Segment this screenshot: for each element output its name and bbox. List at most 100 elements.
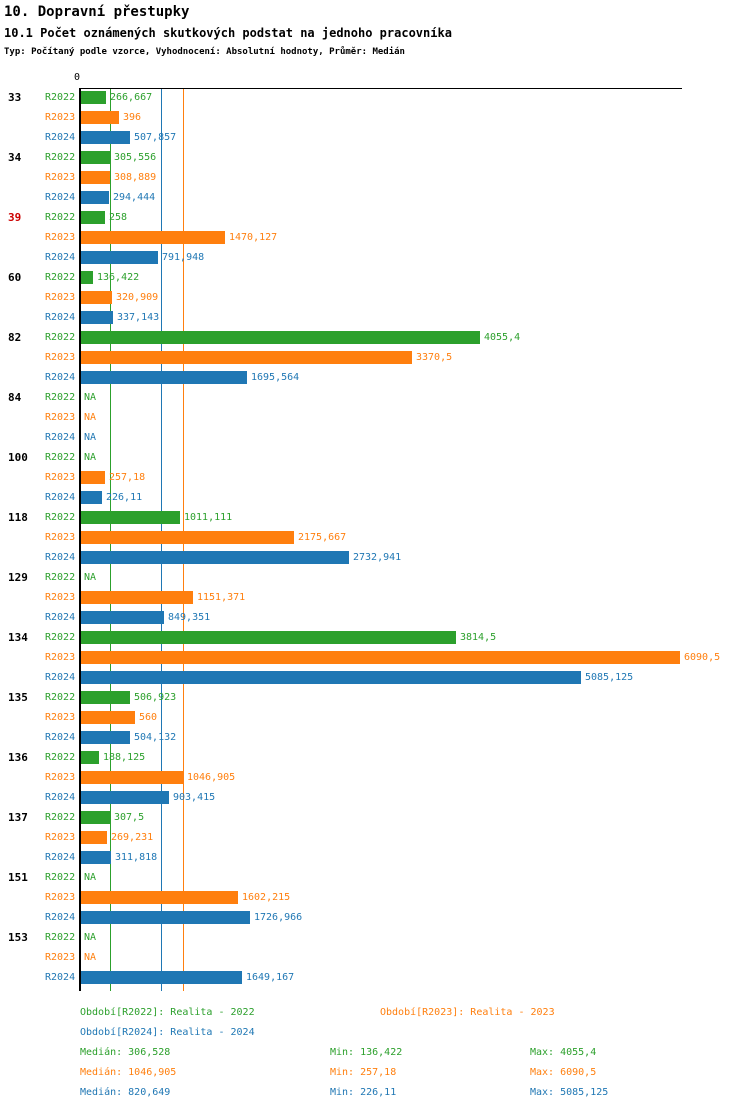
bar-82-r2023 — [80, 351, 412, 364]
series-label-r2023: R2023 — [45, 772, 76, 783]
series-label-r2022: R2022 — [45, 812, 76, 823]
bar-60-r2023 — [80, 291, 112, 304]
value-label-134-r2023: 6090,5 — [684, 652, 721, 663]
group-label-136: 136 — [8, 751, 28, 764]
bar-33-r2023 — [80, 111, 119, 124]
stat-median-r2023: Medián: 1046,905 — [80, 1067, 177, 1078]
value-label-118-r2023: 2175,667 — [298, 532, 347, 543]
series-label-r2024: R2024 — [45, 732, 76, 743]
bar-134-r2024 — [80, 671, 581, 684]
value-label-33-r2023: 396 — [123, 112, 142, 123]
bar-136-r2023 — [80, 771, 183, 784]
series-label-r2023: R2023 — [45, 652, 76, 663]
value-label-151-r2023: 1602,215 — [242, 892, 291, 903]
value-label-39-r2023: 1470,127 — [229, 232, 278, 243]
value-label-136-r2023: 1046,905 — [187, 772, 236, 783]
series-label-r2023: R2023 — [45, 892, 76, 903]
value-label-82-r2024: 1695,564 — [251, 372, 300, 383]
na-label-84-r2024: NA — [84, 432, 97, 443]
value-label-137-r2023: 269,231 — [111, 832, 154, 843]
series-label-r2024: R2024 — [45, 492, 76, 503]
bar-39-r2024 — [80, 251, 158, 264]
value-label-135-r2023: 560 — [139, 712, 158, 723]
stat-min-r2023: Min: 257,18 — [330, 1067, 397, 1078]
series-label-r2024: R2024 — [45, 672, 76, 683]
series-label-r2022: R2022 — [45, 332, 76, 343]
group-label-60: 60 — [8, 271, 22, 284]
stat-max-r2024: Max: 5085,125 — [530, 1087, 609, 1098]
value-label-34-r2024: 294,444 — [113, 192, 156, 203]
value-label-60-r2024: 337,143 — [117, 312, 160, 323]
value-label-60-r2022: 136,422 — [97, 272, 140, 283]
value-label-134-r2022: 3814,5 — [460, 632, 497, 643]
value-label-136-r2022: 188,125 — [103, 752, 146, 763]
stat-min-r2024: Min: 226,11 — [330, 1087, 397, 1098]
group-label-135: 135 — [8, 691, 28, 704]
group-label-33: 33 — [8, 91, 22, 104]
bar-129-r2023 — [80, 591, 193, 604]
bar-137-r2024 — [80, 851, 111, 864]
bar-82-r2022 — [80, 331, 480, 344]
group-label-82: 82 — [8, 331, 22, 344]
bar-60-r2024 — [80, 311, 113, 324]
value-label-34-r2023: 308,889 — [114, 172, 157, 183]
series-label-r2024: R2024 — [45, 312, 76, 323]
value-label-39-r2022: 258 — [109, 212, 128, 223]
bar-100-r2023 — [80, 471, 105, 484]
series-label-r2022: R2022 — [45, 572, 76, 583]
bar-118-r2023 — [80, 531, 294, 544]
bar-136-r2024 — [80, 791, 169, 804]
bar-34-r2023 — [80, 171, 110, 184]
x-axis-line — [80, 88, 682, 89]
series-label-r2024: R2024 — [45, 552, 76, 563]
series-label-r2023: R2023 — [45, 112, 76, 123]
group-label-137: 137 — [8, 811, 28, 824]
series-label-r2022: R2022 — [45, 752, 76, 763]
page-subtitle: 10.1 Počet oznámených skutkových podstat… — [4, 26, 452, 40]
value-label-33-r2024: 507,857 — [134, 132, 177, 143]
bar-33-r2022 — [80, 91, 106, 104]
bar-100-r2024 — [80, 491, 102, 504]
series-label-r2023: R2023 — [45, 232, 76, 243]
y-axis-line — [79, 88, 81, 991]
series-label-r2022: R2022 — [45, 692, 76, 703]
group-label-118: 118 — [8, 511, 28, 524]
series-label-r2022: R2022 — [45, 452, 76, 463]
bar-151-r2023 — [80, 891, 238, 904]
group-label-153: 153 — [8, 931, 28, 944]
series-label-r2023: R2023 — [45, 352, 76, 363]
series-label-r2022: R2022 — [45, 872, 76, 883]
legend-item-r2024: Období[R2024]: Realita - 2024 — [80, 1027, 255, 1038]
bar-118-r2022 — [80, 511, 180, 524]
series-label-r2024: R2024 — [45, 192, 76, 203]
stat-max-r2023: Max: 6090,5 — [530, 1067, 597, 1078]
value-label-129-r2024: 849,351 — [168, 612, 211, 623]
bar-118-r2024 — [80, 551, 349, 564]
group-label-100: 100 — [8, 451, 28, 464]
bar-153-r2024 — [80, 971, 242, 984]
na-label-84-r2022: NA — [84, 392, 97, 403]
na-label-153-r2022: NA — [84, 932, 97, 943]
legend-item-r2022: Období[R2022]: Realita - 2022 — [80, 1007, 255, 1018]
series-label-r2022: R2022 — [45, 212, 76, 223]
bar-129-r2024 — [80, 611, 164, 624]
bar-135-r2024 — [80, 731, 130, 744]
page-title: 10. Dopravní přestupky — [4, 4, 190, 20]
series-label-r2024: R2024 — [45, 372, 76, 383]
value-label-34-r2022: 305,556 — [114, 152, 157, 163]
series-label-r2022: R2022 — [45, 272, 76, 283]
series-label-r2022: R2022 — [45, 512, 76, 523]
value-label-82-r2022: 4055,4 — [484, 332, 521, 343]
bar-136-r2022 — [80, 751, 99, 764]
legend-item-r2023: Období[R2023]: Realita - 2023 — [380, 1007, 555, 1018]
value-label-153-r2024: 1649,167 — [246, 972, 295, 983]
value-label-151-r2024: 1726,966 — [254, 912, 303, 923]
series-label-r2024: R2024 — [45, 132, 76, 143]
na-label-100-r2022: NA — [84, 452, 97, 463]
value-label-136-r2024: 903,415 — [173, 792, 216, 803]
bar-82-r2024 — [80, 371, 247, 384]
x-axis-zero-label: 0 — [74, 72, 81, 83]
series-label-r2024: R2024 — [45, 252, 76, 263]
bar-135-r2023 — [80, 711, 135, 724]
